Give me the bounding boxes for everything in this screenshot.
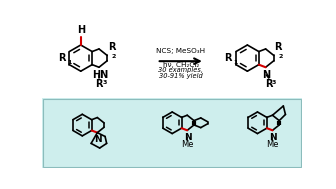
Text: R: R [58, 53, 66, 63]
Text: N: N [94, 135, 102, 144]
Text: R: R [108, 42, 116, 52]
Text: N: N [184, 133, 192, 142]
FancyBboxPatch shape [42, 23, 302, 98]
Text: R: R [95, 79, 103, 89]
Text: Me: Me [181, 140, 194, 149]
Text: 3: 3 [272, 80, 276, 85]
Text: R: R [275, 42, 282, 52]
Text: R: R [224, 53, 232, 63]
FancyBboxPatch shape [42, 98, 302, 168]
Text: 2: 2 [112, 54, 116, 59]
Text: 30-91% yield: 30-91% yield [159, 73, 203, 79]
Text: N: N [262, 70, 270, 80]
Text: Me: Me [266, 140, 279, 149]
Text: 3: 3 [102, 80, 107, 85]
Text: N: N [269, 133, 277, 142]
Text: H: H [77, 25, 85, 35]
Text: 2: 2 [278, 54, 283, 59]
Text: HN: HN [92, 70, 108, 80]
Text: hν, CH₂Cl₂: hν, CH₂Cl₂ [163, 62, 199, 68]
Text: 1: 1 [67, 60, 71, 65]
Text: R: R [265, 79, 272, 89]
Text: 1: 1 [234, 60, 238, 65]
Text: NCS; MeSO₃H: NCS; MeSO₃H [156, 48, 205, 54]
Text: 30 examples,: 30 examples, [158, 67, 203, 73]
